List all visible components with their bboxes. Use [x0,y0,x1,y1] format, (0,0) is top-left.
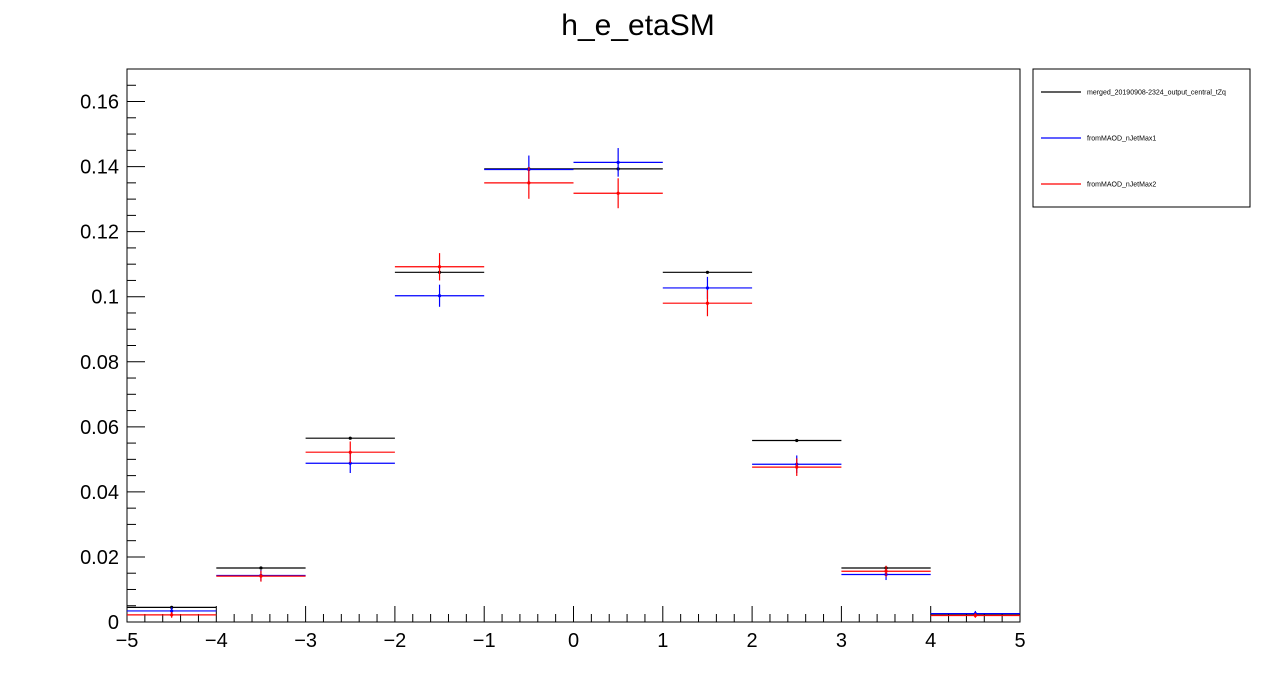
x-tick-label: −5 [116,630,139,652]
y-tick-label: 0.14 [80,157,119,179]
data-point-marker [795,465,799,469]
data-point-marker [348,450,352,454]
data-point-marker [259,574,263,578]
data-point-marker [259,566,263,570]
data-point-marker [616,160,620,164]
x-axis: −5 −4 −3 −2 −1 0 1 2 3 4 5 [116,606,1026,652]
y-tick-label: 0.08 [80,352,119,374]
data-point-marker [348,461,352,465]
y-tick-label: 0.12 [80,222,119,244]
y-axis: 0 0.02 0.04 0.06 0.08 0.1 0.12 0.14 0.16 [80,68,145,634]
data-point-marker [705,270,710,274]
y-tick-label: 0.02 [80,547,119,569]
y-tick-label: 0.1 [91,287,119,309]
x-tick-label: −4 [205,630,228,652]
y-tick-label: 0.04 [80,482,119,504]
x-tick-label: 3 [836,630,847,652]
y-tick-label: 0 [108,612,119,634]
x-tick-label: −2 [383,630,406,652]
data-point-marker [884,569,888,573]
y-tick-label: 0.06 [80,417,119,439]
x-tick-label: 2 [747,630,758,652]
chart-title: h_e_etaSM [561,9,714,42]
data-point-marker [616,191,620,195]
series-3 [127,166,1020,618]
data-point-marker [170,609,174,613]
legend-label: fromMAOD_nJetMax2 [1087,182,1156,189]
y-tick-label: 0.16 [80,92,119,114]
data-point-marker [705,286,710,290]
data-point-marker [795,438,799,443]
data-series [127,148,1020,618]
legend-label: fromMAOD_nJetMax1 [1087,136,1156,143]
x-tick-label: −3 [294,630,317,652]
x-tick-label: 0 [568,630,579,652]
x-tick-label: 4 [925,630,936,652]
legend: merged_20190908-2324_output_central_tZqf… [1032,68,1251,208]
data-point-marker [705,301,710,305]
data-point-marker [348,436,352,440]
data-point-marker [527,181,531,185]
data-point-marker [437,294,442,298]
legend-label: merged_20190908-2324_output_central_tZq [1087,90,1226,97]
data-point-marker [437,265,442,269]
x-tick-label: 5 [1014,630,1025,652]
x-tick-label: 1 [657,630,668,652]
data-point-marker [973,613,977,618]
data-point-marker [170,613,174,617]
x-tick-label: −1 [473,630,496,652]
